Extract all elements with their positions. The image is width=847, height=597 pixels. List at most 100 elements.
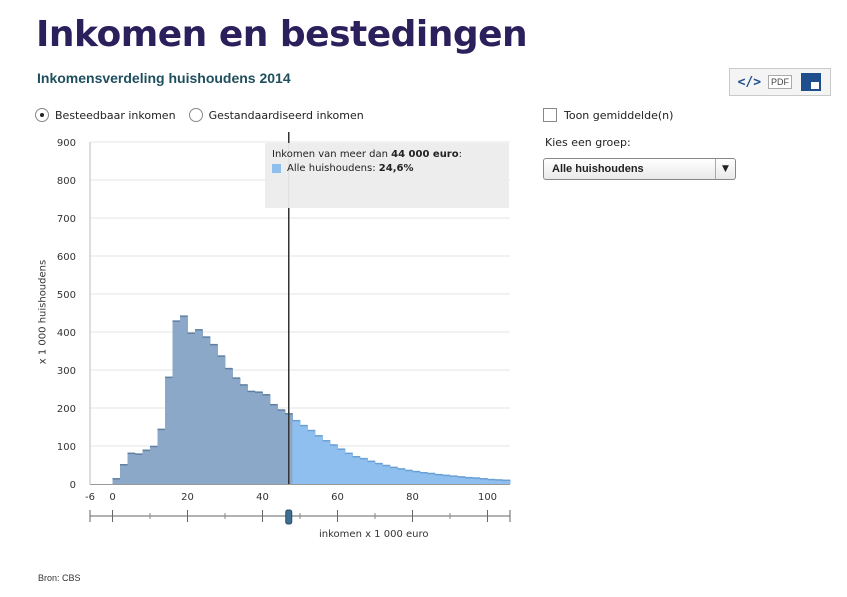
range-slider [89, 509, 511, 525]
histogram-bar [352, 456, 361, 484]
histogram-bar [135, 453, 143, 484]
histogram-bar [495, 479, 503, 484]
x-tick-label: 20 [181, 492, 194, 503]
histogram-bar [307, 430, 316, 484]
histogram-bar [262, 394, 271, 484]
show-average-label: Toon gemiddelde(n) [564, 108, 674, 122]
histogram-bar [202, 336, 211, 484]
histogram-bar [195, 329, 203, 484]
pdf-icon[interactable]: PDF [767, 72, 792, 92]
histogram-bar [382, 465, 391, 484]
chevron-down-icon[interactable]: ▼ [715, 159, 735, 179]
histogram-bar [232, 377, 241, 484]
y-tick-label: 100 [57, 442, 76, 453]
x-tick-label: -6 [85, 492, 95, 503]
tooltip-swatch [272, 164, 281, 173]
embed-code-icon[interactable]: </> [737, 74, 762, 90]
y-tick-label: 700 [57, 214, 76, 225]
radio-gestandaardiseerd-label: Gestandaardiseerd inkomen [208, 108, 364, 122]
histogram-bar [157, 428, 166, 484]
radio-besteedbaar-circle[interactable] [35, 108, 49, 122]
show-average-checkbox[interactable] [543, 108, 557, 122]
histogram-bar [165, 376, 173, 484]
histogram-bar [120, 464, 128, 484]
y-tick-label: 0 [70, 480, 76, 491]
radio-gestandaardiseerd-circle[interactable] [188, 108, 203, 122]
histogram-bar [390, 466, 398, 484]
histogram-bar [480, 478, 488, 484]
histogram-bar [217, 355, 226, 484]
show-average-toggle[interactable]: Toon gemiddelde(n) [543, 108, 673, 122]
histogram-bar [427, 472, 436, 484]
slider-handle[interactable] [285, 509, 293, 525]
y-tick-labels: 0 100 200 300 400 500 600 700 800 900 [57, 138, 76, 491]
histogram-bar [502, 479, 511, 484]
x-tick-labels: -6 0 20 40 60 80 100 [85, 492, 497, 503]
histogram-bar [277, 409, 286, 484]
source-note: Bron: CBS [38, 573, 81, 583]
y-tick-label: 400 [57, 328, 76, 339]
hover-tooltip: Inkomen van meer dan 44 000 euro: Alle h… [265, 143, 509, 208]
tooltip-prefix: Inkomen van meer dan [272, 149, 388, 160]
y-axis-label: x 1 000 huishoudens [37, 259, 49, 365]
y-tick-label: 300 [57, 366, 76, 377]
histogram-bar [330, 444, 338, 484]
x-tick-label: 40 [256, 492, 269, 503]
histogram-bar [142, 449, 151, 484]
histogram-bar [435, 474, 443, 484]
income-type-radio-group: Besteedbaar inkomen Gestandaardiseerd in… [35, 108, 377, 122]
tooltip-value: 24,6% [378, 163, 414, 174]
histogram-bar [150, 446, 158, 484]
x-tick-label: 60 [331, 492, 344, 503]
histogram-bar [375, 463, 383, 484]
histogram-bar [225, 368, 233, 484]
tooltip-heading: Inkomen van meer dan 44 000 euro: [272, 149, 502, 160]
histogram-bars [112, 315, 511, 484]
histogram-bar [472, 477, 481, 484]
histogram-bar [127, 452, 136, 484]
tooltip-series: Alle huishoudens: [287, 163, 376, 174]
histogram-bar [247, 390, 256, 484]
y-tick-label: 200 [57, 404, 76, 415]
y-tick-label: 500 [57, 290, 76, 301]
radio-gestandaardiseerd[interactable]: Gestandaardiseerd inkomen [188, 108, 364, 122]
fullscreen-glyph [800, 73, 821, 91]
histogram-bar [210, 344, 218, 484]
toolbar: </> PDF [729, 68, 831, 96]
histogram-bar [292, 420, 301, 484]
tooltip-series-row: Alle huishoudens: 24,6% [272, 163, 502, 174]
histogram-bar [442, 474, 451, 484]
y-tick-label: 600 [57, 252, 76, 263]
histogram-bar [397, 468, 406, 484]
y-tick-label: 800 [57, 176, 76, 187]
x-axis-label: inkomen x 1 000 euro [319, 529, 429, 540]
fullscreen-icon[interactable] [799, 72, 823, 92]
radio-besteedbaar[interactable]: Besteedbaar inkomen [35, 108, 176, 122]
group-select[interactable]: Alle huishoudens ▼ [543, 158, 736, 180]
histogram-bar [322, 440, 331, 484]
histogram-bar [457, 476, 466, 484]
tooltip-suffix: : [458, 149, 462, 160]
histogram-bar [172, 320, 181, 484]
histogram-bar [405, 469, 413, 484]
histogram-bar [345, 452, 353, 484]
x-tick-label: 100 [478, 492, 497, 503]
histogram-bar [315, 435, 323, 484]
histogram-bar [300, 425, 308, 484]
radio-besteedbaar-label: Besteedbaar inkomen [55, 108, 176, 122]
y-tick-label: 900 [57, 138, 76, 149]
histogram-bar [270, 404, 278, 484]
pdf-label: PDF [767, 75, 792, 89]
histogram-bar [255, 391, 263, 484]
histogram-bar [487, 479, 496, 484]
histogram-bar [180, 315, 188, 484]
histogram-bar [450, 475, 458, 484]
x-tick-label: 0 [109, 492, 115, 503]
histogram-bar [240, 384, 248, 484]
group-select-label: Kies een groep: [545, 136, 631, 149]
histogram-bar [412, 471, 421, 484]
page-title: Inkomen en bestedingen [36, 14, 528, 55]
histogram-bar [465, 477, 473, 484]
group-select-value: Alle huishoudens [552, 163, 644, 175]
